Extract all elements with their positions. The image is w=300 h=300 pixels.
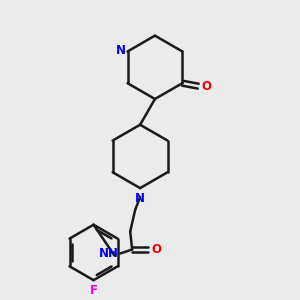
Text: N: N (116, 44, 125, 57)
Text: F: F (90, 284, 98, 297)
Text: O: O (151, 243, 161, 256)
Text: NH: NH (98, 247, 118, 260)
Text: O: O (201, 80, 211, 93)
Text: N: N (135, 192, 145, 205)
